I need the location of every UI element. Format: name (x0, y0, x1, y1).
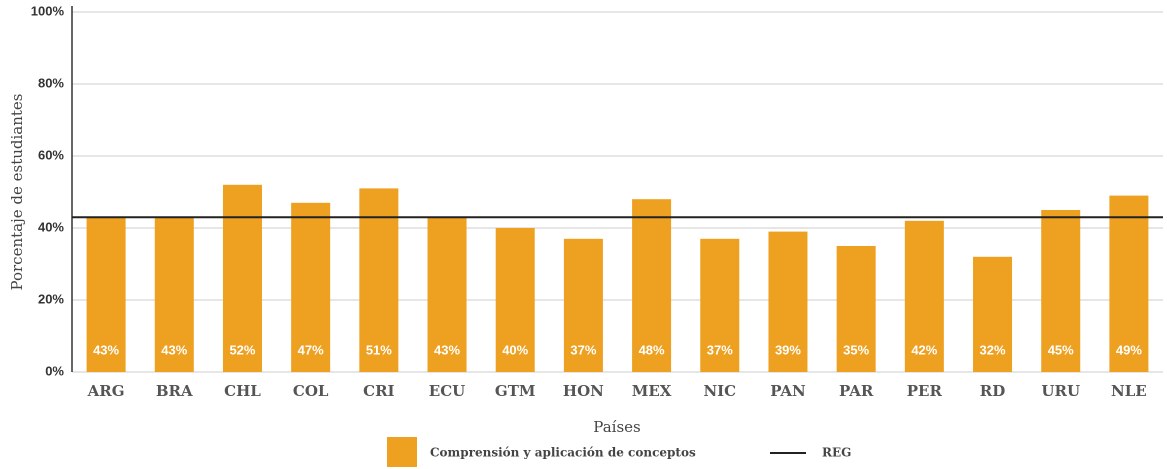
bar (904, 220, 944, 372)
x-tick-label: MEX (632, 382, 672, 400)
value-label: 37% (707, 342, 733, 357)
y-axis-title: Porcentaje de estudiantes (8, 93, 26, 290)
value-label: 47% (298, 342, 324, 357)
bar (291, 202, 331, 372)
bar (359, 188, 399, 372)
bar (495, 228, 535, 372)
y-tick-label: 0% (45, 363, 64, 378)
value-label: 48% (639, 342, 665, 357)
x-tick-label: CRI (363, 382, 394, 400)
value-label: 45% (1048, 342, 1074, 357)
legend-label: Comprensión y aplicación de conceptos (430, 446, 696, 460)
x-tick-label: NIC (703, 382, 736, 400)
x-tick-label: URU (1041, 382, 1080, 400)
y-tick-label: 100% (31, 3, 65, 18)
value-label: 51% (366, 342, 392, 357)
x-tick-label: PAN (770, 382, 806, 400)
bar (563, 238, 603, 372)
x-tick-label: GTM (495, 382, 536, 400)
x-tick-label: NLE (1111, 382, 1147, 400)
value-label: 40% (502, 342, 528, 357)
value-label: 43% (161, 342, 187, 357)
value-label: 35% (843, 342, 869, 357)
value-label: 39% (775, 342, 801, 357)
y-tick-label: 80% (38, 75, 64, 90)
x-tick-label: PAR (839, 382, 874, 400)
y-tick-label: 20% (38, 291, 64, 306)
x-tick-label: BRA (156, 382, 193, 400)
bar (1109, 195, 1149, 372)
x-tick-label: ECU (429, 382, 465, 400)
value-label: 37% (570, 342, 596, 357)
legend-label: REG (822, 446, 851, 460)
value-label: 49% (1116, 342, 1142, 357)
y-tick-label: 60% (38, 147, 64, 162)
x-tick-label: RD (980, 382, 1005, 400)
x-tick-label: CHL (224, 382, 261, 400)
bar (222, 184, 262, 372)
value-label: 32% (980, 342, 1006, 357)
value-label: 43% (93, 342, 119, 357)
bar (1041, 210, 1081, 372)
x-tick-label: COL (293, 382, 329, 400)
x-tick-label: ARG (87, 382, 125, 400)
bar (632, 199, 672, 372)
bar (700, 238, 740, 372)
x-tick-label: PER (907, 382, 943, 400)
value-label: 43% (434, 342, 460, 357)
y-tick-label: 40% (38, 219, 64, 234)
bar (768, 231, 808, 372)
x-axis-title: Países (593, 418, 640, 436)
bar (86, 217, 126, 372)
bar (973, 256, 1013, 372)
value-label: 52% (229, 342, 255, 357)
bar (154, 217, 194, 372)
legend-swatch (387, 437, 417, 467)
x-tick-label: HON (563, 382, 604, 400)
value-label: 42% (911, 342, 937, 357)
bar (836, 246, 876, 372)
bar (427, 217, 467, 372)
